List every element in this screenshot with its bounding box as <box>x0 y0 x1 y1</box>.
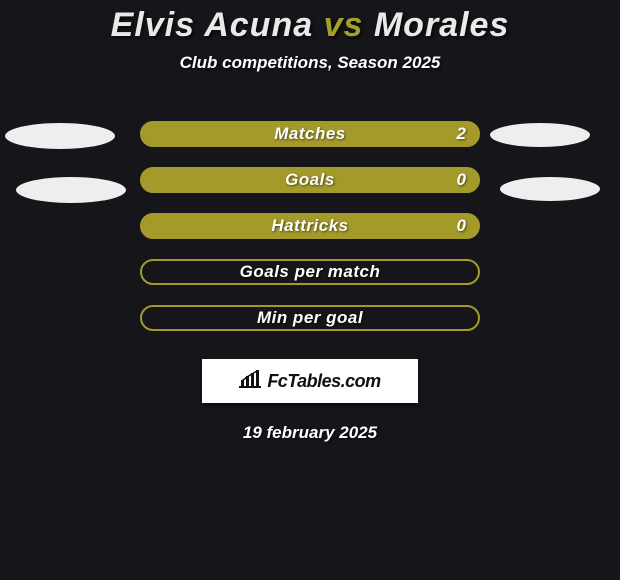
stat-bar: Min per goal <box>140 305 480 331</box>
stat-bar: Goals per match <box>140 259 480 285</box>
stat-row: Min per goal <box>0 295 620 341</box>
stat-label: Min per goal <box>257 308 363 328</box>
stat-row: Goals 0 <box>0 157 620 203</box>
stat-bar: Matches 2 <box>140 121 480 147</box>
left-ellipse <box>5 123 115 149</box>
stat-label: Goals per match <box>240 262 381 282</box>
stat-value: 0 <box>457 216 466 236</box>
left-ellipse <box>16 177 126 203</box>
player2-name: Morales <box>374 6 510 44</box>
comparison-title: Elvis Acuna vs Morales <box>0 0 620 45</box>
logo-text: FcTables.com <box>267 371 380 392</box>
subtitle: Club competitions, Season 2025 <box>0 53 620 73</box>
date: 19 february 2025 <box>0 423 620 443</box>
stat-label: Hattricks <box>271 216 348 236</box>
stat-rows: Matches 2 Goals 0 Hattricks 0 Goals per match M… <box>0 111 620 341</box>
stat-value: 2 <box>457 124 466 144</box>
right-ellipse <box>500 177 600 201</box>
chart-icon <box>239 370 261 393</box>
vs-word: vs <box>324 6 364 44</box>
stat-label: Matches <box>274 124 346 144</box>
stat-row: Goals per match <box>0 249 620 295</box>
stat-bar: Goals 0 <box>140 167 480 193</box>
player1-name: Elvis Acuna <box>111 6 313 44</box>
stat-bar: Hattricks 0 <box>140 213 480 239</box>
logo-box: FcTables.com <box>202 359 418 403</box>
stat-row: Hattricks 0 <box>0 203 620 249</box>
right-ellipse <box>490 123 590 147</box>
stat-label: Goals <box>285 170 335 190</box>
stat-value: 0 <box>457 170 466 190</box>
stat-row: Matches 2 <box>0 111 620 157</box>
